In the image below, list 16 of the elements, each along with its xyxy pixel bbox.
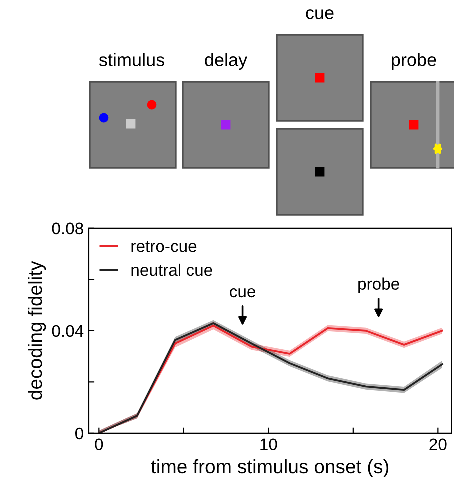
legend-label: neutral cue <box>132 264 212 276</box>
text: stimulus <box>99 53 164 66</box>
y-tick-label: 0.08 <box>52 222 84 235</box>
x-tick-label: 0 <box>95 438 104 451</box>
y-tick-label: 0 <box>76 428 84 440</box>
y-tick-label: 0.04 <box>52 325 84 338</box>
y-axis-title: decoding fidelity <box>28 261 46 400</box>
annotation: cue <box>230 288 256 298</box>
legend-label: retro-cue <box>132 241 197 252</box>
text: delay <box>205 53 248 70</box>
annotation: probe <box>358 278 400 294</box>
text: probe <box>392 53 436 70</box>
text: cue <box>306 10 334 20</box>
x-axis-title: time from stimulus onset (s) <box>151 459 389 478</box>
x-tick-label: 10 <box>260 438 278 451</box>
x-tick-label: 20 <box>430 438 447 451</box>
